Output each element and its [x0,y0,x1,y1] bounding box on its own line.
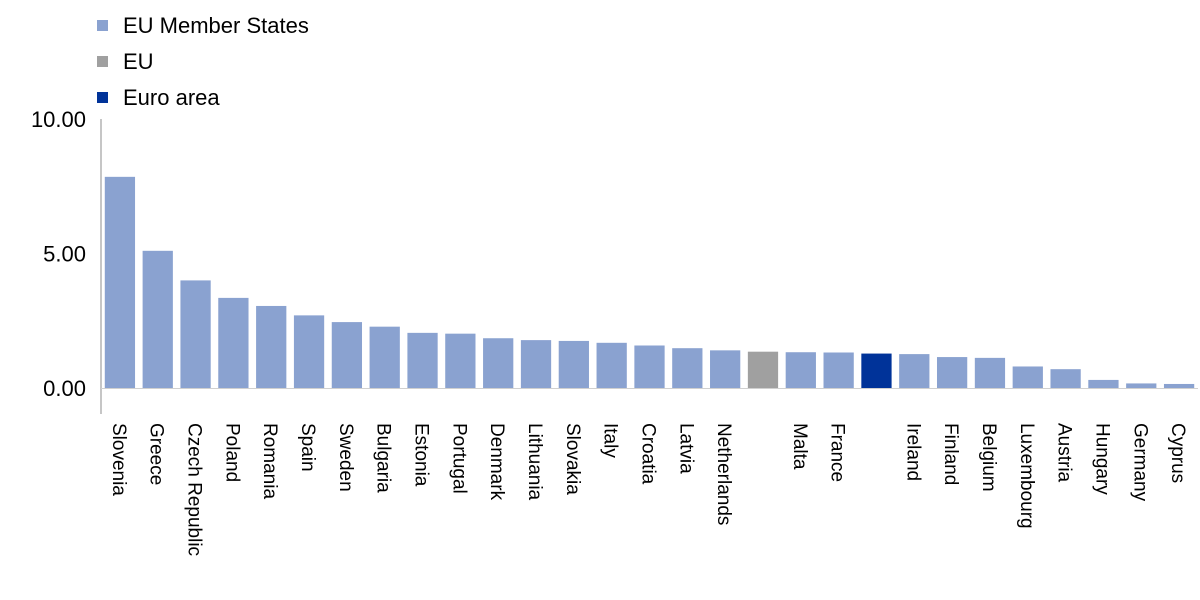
legend-label: EU [123,49,154,74]
x-tick-label: Belgium [978,423,999,492]
x-tick-label: Slovenia [108,423,129,496]
bar [596,342,627,388]
bar [861,353,892,388]
bar [293,315,325,388]
x-tick-label: France [827,423,848,482]
bar [823,352,854,388]
x-tick-label: Lithuania [524,423,545,501]
x-tick-label: Croatia [638,423,659,485]
bars [104,176,1195,388]
bar [785,352,816,388]
bar [1012,366,1043,388]
bar [104,176,136,388]
x-tick-label: Portugal [448,423,469,494]
x-tick-label: Luxembourg [1016,423,1037,529]
x-tick-label: Ireland [902,423,923,481]
bar [331,322,363,388]
x-tick-label: Sweden [335,423,356,492]
bar [218,297,249,388]
x-tick-label: Denmark [486,423,507,501]
legend-label: Euro area [123,85,220,110]
bar [974,357,1006,388]
bar [369,326,400,388]
x-tick-label: Bulgaria [373,423,394,493]
x-tick-label: Poland [221,423,242,482]
bar [672,348,703,388]
bar [483,338,514,388]
bar [558,340,589,388]
x-tick-label: Czech Republic [184,423,205,556]
bar [407,332,438,388]
bar [1163,383,1195,388]
x-tick-label: Finland [940,423,961,485]
bar [899,354,930,388]
legend-swatch [97,56,108,67]
y-tick-label: 10.00 [31,107,86,132]
x-tick-label: Romania [259,423,280,499]
bar [445,333,476,388]
bar [180,280,211,388]
bar [142,250,173,388]
bar [1088,379,1119,388]
x-tick-label: Cyprus [1167,423,1188,483]
x-tick-label: Italy [600,423,621,458]
legend-label: EU Member States [123,13,309,38]
x-tick-label: Austria [1054,423,1075,483]
x-tick-label: Malta [789,423,810,470]
bar [634,345,665,388]
x-tick-label: Germany [1129,423,1150,502]
y-axis: 0.00 5.00 10.00 [31,107,1198,414]
x-axis-labels: Slovenia Greece Czech Republic Poland Romani… [108,423,1188,556]
x-tick-label: Spain [297,423,318,472]
y-tick-label: 5.00 [43,242,86,267]
bar [936,357,968,388]
legend: EU Member States EU Euro area [97,13,309,110]
x-tick-label: Latvia [675,423,696,474]
x-tick-label: Greece [146,423,167,485]
x-tick-label: Slovakia [562,423,583,495]
x-tick-label: Hungary [1091,423,1112,495]
bar [747,351,779,388]
legend-swatch [97,92,108,103]
bar [710,350,741,388]
bar [1050,369,1081,388]
y-tick-label: 0.00 [43,376,86,401]
x-tick-label: Estonia [411,423,432,487]
bar [1126,383,1157,388]
x-tick-label: Netherlands [713,423,734,525]
bar [520,340,552,388]
bar [256,305,287,388]
legend-swatch [97,20,108,31]
